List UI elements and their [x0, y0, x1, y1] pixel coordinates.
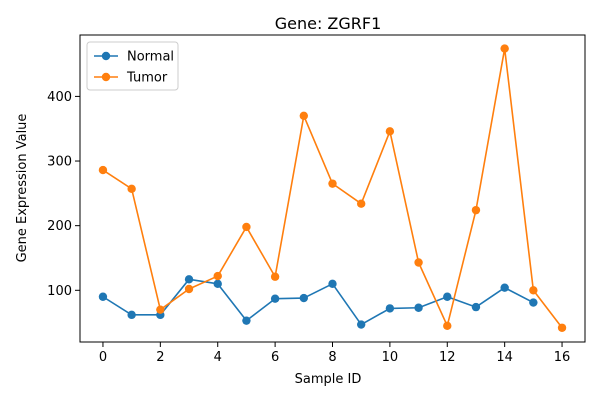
data-point — [184, 275, 194, 284]
x-tick-label: 10 — [382, 350, 399, 365]
plot-area — [98, 44, 567, 332]
data-point — [98, 292, 108, 301]
x-tick-label: 2 — [156, 350, 164, 365]
data-point — [356, 199, 366, 208]
series-line-normal — [102, 278, 534, 326]
data-point — [529, 286, 538, 295]
data-point — [270, 272, 280, 281]
x-axis-label: Sample ID — [295, 372, 362, 387]
data-point — [471, 205, 481, 215]
legend-label: Tumor — [126, 71, 168, 86]
x-tick-label: 16 — [554, 350, 571, 365]
data-point — [213, 271, 222, 281]
y-tick-label: 300 — [47, 155, 72, 170]
legend-label: Normal — [127, 50, 174, 65]
data-point — [299, 111, 309, 120]
data-point — [328, 279, 337, 289]
data-point — [127, 184, 136, 194]
data-point — [385, 304, 395, 313]
legend-marker — [101, 51, 111, 61]
data-point — [443, 292, 452, 301]
data-point — [242, 316, 251, 325]
data-point — [471, 302, 481, 312]
data-point — [356, 320, 366, 329]
data-point — [443, 321, 452, 331]
y-tick-label: 200 — [47, 219, 72, 234]
data-point — [500, 44, 509, 53]
data-point — [156, 305, 165, 314]
legend-marker — [101, 72, 111, 82]
x-axis: 0 2 4 6 8 10 12 14 16 — [99, 342, 571, 365]
data-point — [299, 293, 309, 303]
data-point — [500, 283, 509, 292]
x-tick-label: 12 — [439, 350, 456, 365]
data-point — [529, 298, 538, 307]
y-tick-label: 400 — [47, 90, 72, 105]
chart-title: Gene: ZGRF1 — [275, 14, 382, 33]
y-axis: 100 200 300 400 — [47, 90, 80, 299]
data-point — [385, 127, 395, 136]
legend-item-tumor: Tumor — [94, 71, 168, 86]
x-tick-label: 8 — [328, 350, 336, 365]
legend-item-normal: Normal — [94, 50, 174, 65]
data-point — [98, 165, 108, 175]
data-point — [557, 323, 567, 332]
data-point — [184, 284, 194, 294]
x-tick-label: 0 — [99, 350, 107, 365]
data-point — [127, 310, 136, 320]
x-tick-label: 4 — [214, 350, 222, 365]
data-point — [242, 222, 251, 232]
x-tick-label: 6 — [271, 350, 279, 365]
y-tick-label: 100 — [47, 284, 72, 299]
data-point — [414, 258, 423, 267]
y-axis-label: Gene Expression Value — [15, 114, 30, 263]
legend: Normal Tumor — [86, 41, 179, 91]
series-normal — [98, 275, 538, 329]
data-point — [270, 294, 280, 303]
data-point — [213, 279, 222, 289]
series-tumor — [98, 44, 567, 332]
data-point — [414, 303, 423, 312]
data-point — [328, 179, 337, 188]
x-tick-label: 14 — [496, 350, 513, 365]
